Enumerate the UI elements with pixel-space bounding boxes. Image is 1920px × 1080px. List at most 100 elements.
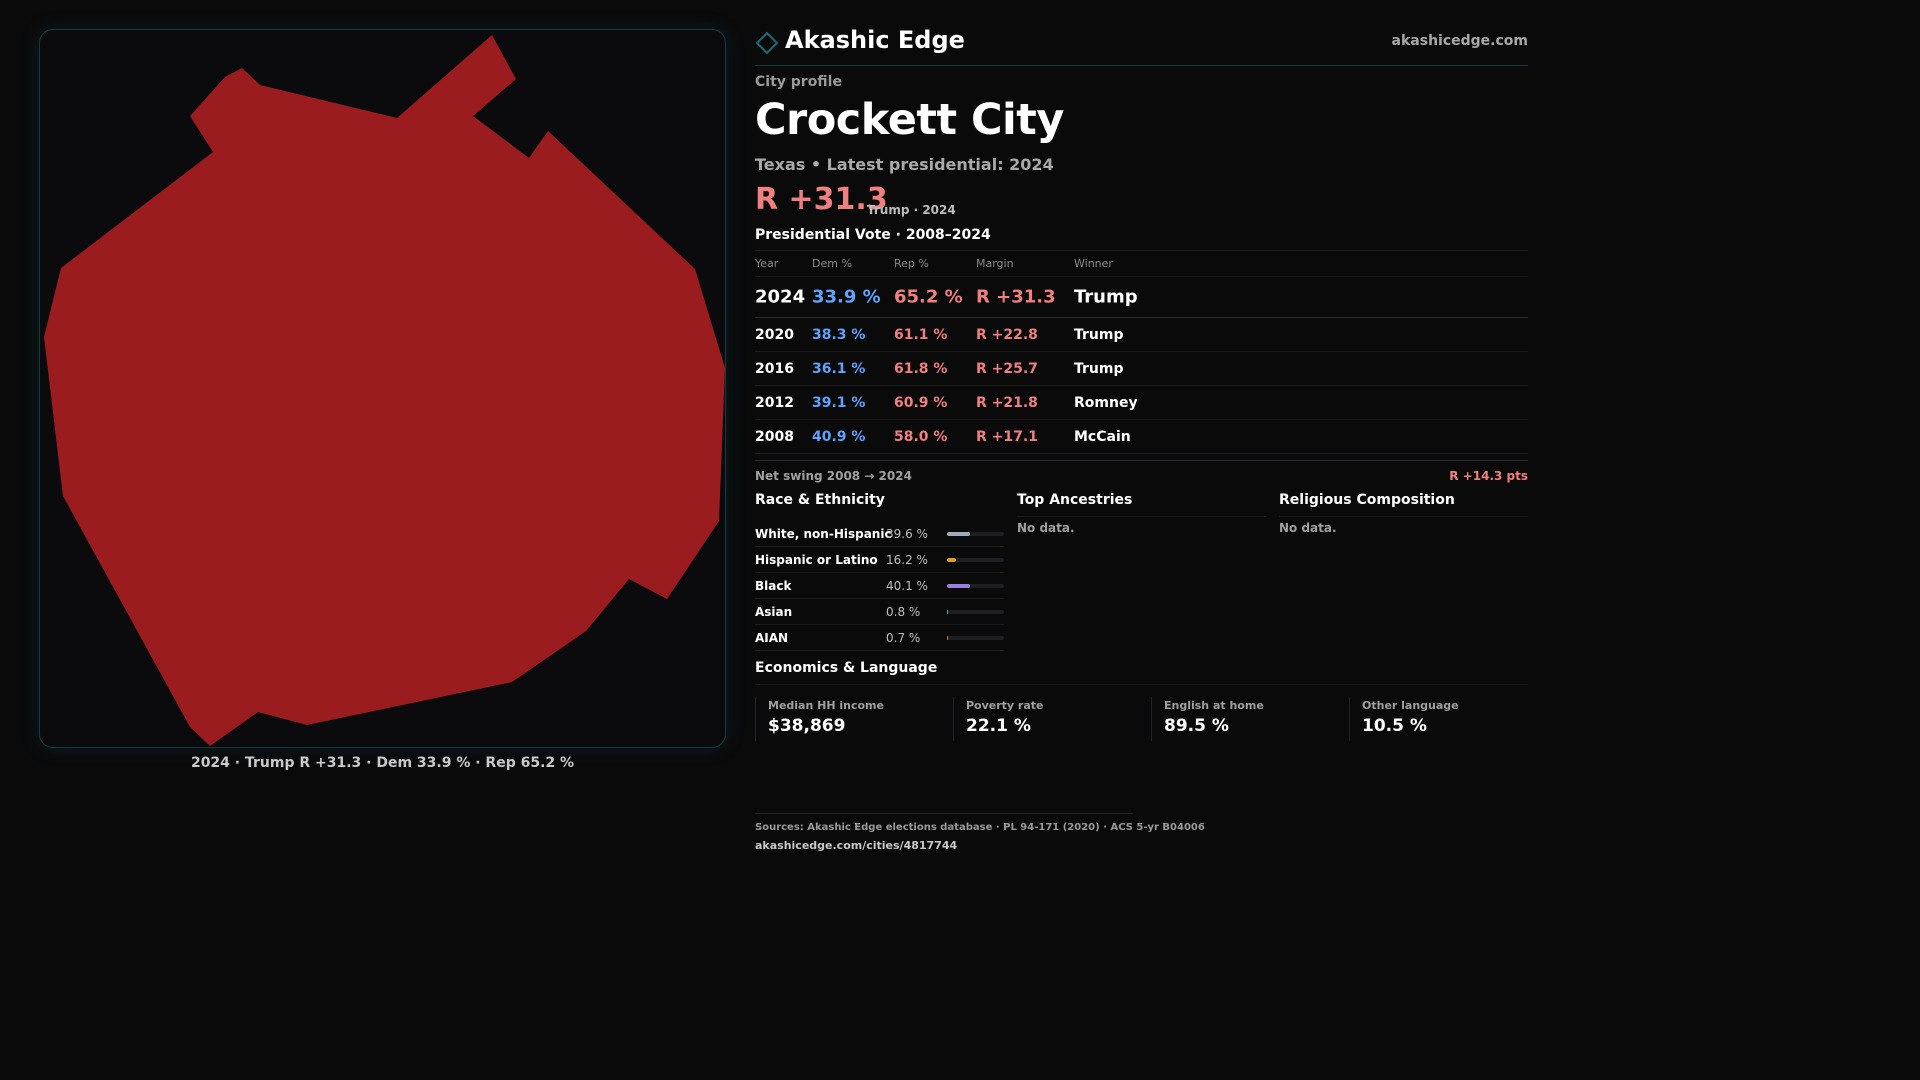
race-bar-fill	[947, 558, 956, 562]
map-caption: 2024 · Trump R +31.3 · Dem 33.9 % · Rep …	[190, 755, 575, 771]
race-bar-track	[947, 558, 1004, 562]
table-row: 2020 38.3 % 61.1 % R +22.8 Trump	[755, 318, 1528, 352]
stat-other-language: Other language 10.5 %	[1349, 697, 1528, 741]
race-label: White, non-Hispanic	[755, 527, 892, 541]
col-header-year: Year	[755, 257, 779, 270]
ancestries-divider	[1017, 516, 1266, 517]
row-rep: 60.9 %	[894, 394, 948, 411]
race-pct: 0.8 %	[886, 605, 921, 619]
race-section-title: Race & Ethnicity	[755, 492, 885, 508]
stat-label: Other language	[1362, 699, 1459, 712]
row-year: 2012	[755, 394, 794, 411]
col-header-rep: Rep %	[894, 257, 929, 270]
row-year: 2020	[755, 326, 794, 343]
stat-label: Median HH income	[768, 699, 884, 712]
brand-header: Akashic Edge akashicedge.com	[755, 26, 1528, 66]
row-winner: Trump	[1074, 326, 1124, 343]
race-bar-track	[947, 532, 1004, 536]
profile-subtitle: Texas • Latest presidential: 2024	[755, 155, 1054, 174]
row-year: 2016	[755, 360, 794, 377]
row-winner: Romney	[1074, 394, 1138, 411]
footer-sources: Sources: Akashic Edge elections database…	[755, 822, 1205, 833]
col-header-winner: Winner	[1074, 257, 1113, 270]
row-winner: McCain	[1074, 428, 1131, 445]
row-margin: R +21.8	[976, 394, 1038, 411]
economics-stats: Median HH income $38,869 Poverty rate 22…	[755, 697, 1528, 741]
list-item: Black 40.1 %	[755, 573, 1004, 599]
race-bar-track	[947, 610, 1004, 614]
profile-eyebrow: City profile	[755, 74, 842, 90]
row-rep: 61.1 %	[894, 326, 948, 343]
economics-section-title: Economics & Language	[755, 660, 938, 676]
row-year: 2008	[755, 428, 794, 445]
race-pct: 16.2 %	[886, 553, 928, 567]
ancestries-empty: No data.	[1017, 521, 1075, 535]
race-label: Black	[755, 579, 792, 593]
table-row: 2008 40.9 % 58.0 % R +17.1 McCain	[755, 420, 1528, 454]
race-list: White, non-Hispanic 39.6 % Hispanic or L…	[755, 521, 1004, 651]
brand-logo-icon	[755, 31, 779, 55]
footer-url-link[interactable]: akashicedge.com/cities/4817744	[755, 839, 958, 852]
latest-margin-note: Trump · 2024	[867, 203, 956, 217]
race-bar-fill	[947, 532, 970, 536]
profile-panel: Akashic Edge akashicedge.com City profil…	[755, 0, 1528, 882]
race-bar-fill	[947, 636, 948, 640]
latest-margin: R +31.3	[755, 182, 888, 217]
row-margin: R +22.8	[976, 326, 1038, 343]
list-item: AIAN 0.7 %	[755, 625, 1004, 651]
race-pct: 40.1 %	[886, 579, 928, 593]
row-rep: 61.8 %	[894, 360, 948, 377]
brand-name[interactable]: Akashic Edge	[785, 26, 965, 54]
stat-value: 10.5 %	[1362, 716, 1427, 736]
ancestries-section-title: Top Ancestries	[1017, 492, 1133, 508]
col-header-dem: Dem %	[812, 257, 852, 270]
race-pct: 0.7 %	[886, 631, 921, 645]
table-row: 2012 39.1 % 60.9 % R +21.8 Romney	[755, 386, 1528, 420]
race-bar-track	[947, 636, 1004, 640]
net-swing-value: R +14.3 pts	[1449, 469, 1528, 483]
row-dem: 40.9 %	[812, 428, 866, 445]
stat-label: Poverty rate	[966, 699, 1044, 712]
race-pct: 39.6 %	[886, 527, 928, 541]
stat-value: 22.1 %	[966, 716, 1031, 736]
row-margin: R +25.7	[976, 360, 1038, 377]
religion-empty: No data.	[1279, 521, 1337, 535]
stat-english-at-home: English at home 89.5 %	[1151, 697, 1349, 741]
race-label: AIAN	[755, 631, 789, 645]
row-winner: Trump	[1074, 286, 1138, 308]
race-bar-fill	[947, 584, 970, 588]
city-boundary-shape	[44, 35, 725, 746]
stat-value: 89.5 %	[1164, 716, 1229, 736]
table-row: 2016 36.1 % 61.8 % R +25.7 Trump	[755, 352, 1528, 386]
race-label: Hispanic or Latino	[755, 553, 878, 567]
economics-divider	[755, 684, 1528, 685]
list-item: White, non-Hispanic 39.6 %	[755, 521, 1004, 547]
net-swing-label: Net swing 2008 → 2024	[755, 469, 912, 483]
row-dem: 39.1 %	[812, 394, 866, 411]
row-dem: 33.9 %	[812, 286, 881, 308]
vote-table: Year Dem % Rep % Margin Winner 2024 33.9…	[755, 250, 1528, 454]
row-dem: 36.1 %	[812, 360, 866, 377]
row-rep: 58.0 %	[894, 428, 948, 445]
stat-label: English at home	[1164, 699, 1264, 712]
stat-poverty-rate: Poverty rate 22.1 %	[953, 697, 1151, 741]
row-margin: R +31.3	[976, 286, 1056, 308]
page-title: Crockett City	[755, 95, 1064, 145]
race-label: Asian	[755, 605, 793, 619]
race-bar-track	[947, 584, 1004, 588]
brand-url-link[interactable]: akashicedge.com	[1391, 33, 1528, 49]
list-item: Hispanic or Latino 16.2 %	[755, 547, 1004, 573]
net-swing: Net swing 2008 → 2024 R +14.3 pts	[755, 460, 1528, 483]
vote-table-header: Year Dem % Rep % Margin Winner	[755, 251, 1528, 277]
footer-divider	[755, 813, 1133, 814]
row-margin: R +17.1	[976, 428, 1038, 445]
vote-section-title: Presidential Vote · 2008–2024	[755, 227, 991, 243]
religion-section-title: Religious Composition	[1279, 492, 1455, 508]
row-dem: 38.3 %	[812, 326, 866, 343]
row-rep: 65.2 %	[894, 286, 963, 308]
row-year: 2024	[755, 286, 806, 308]
list-item: Asian 0.8 %	[755, 599, 1004, 625]
table-row: 2024 33.9 % 65.2 % R +31.3 Trump	[755, 277, 1528, 318]
city-map[interactable]	[39, 29, 726, 748]
stat-value: $38,869	[768, 716, 846, 736]
